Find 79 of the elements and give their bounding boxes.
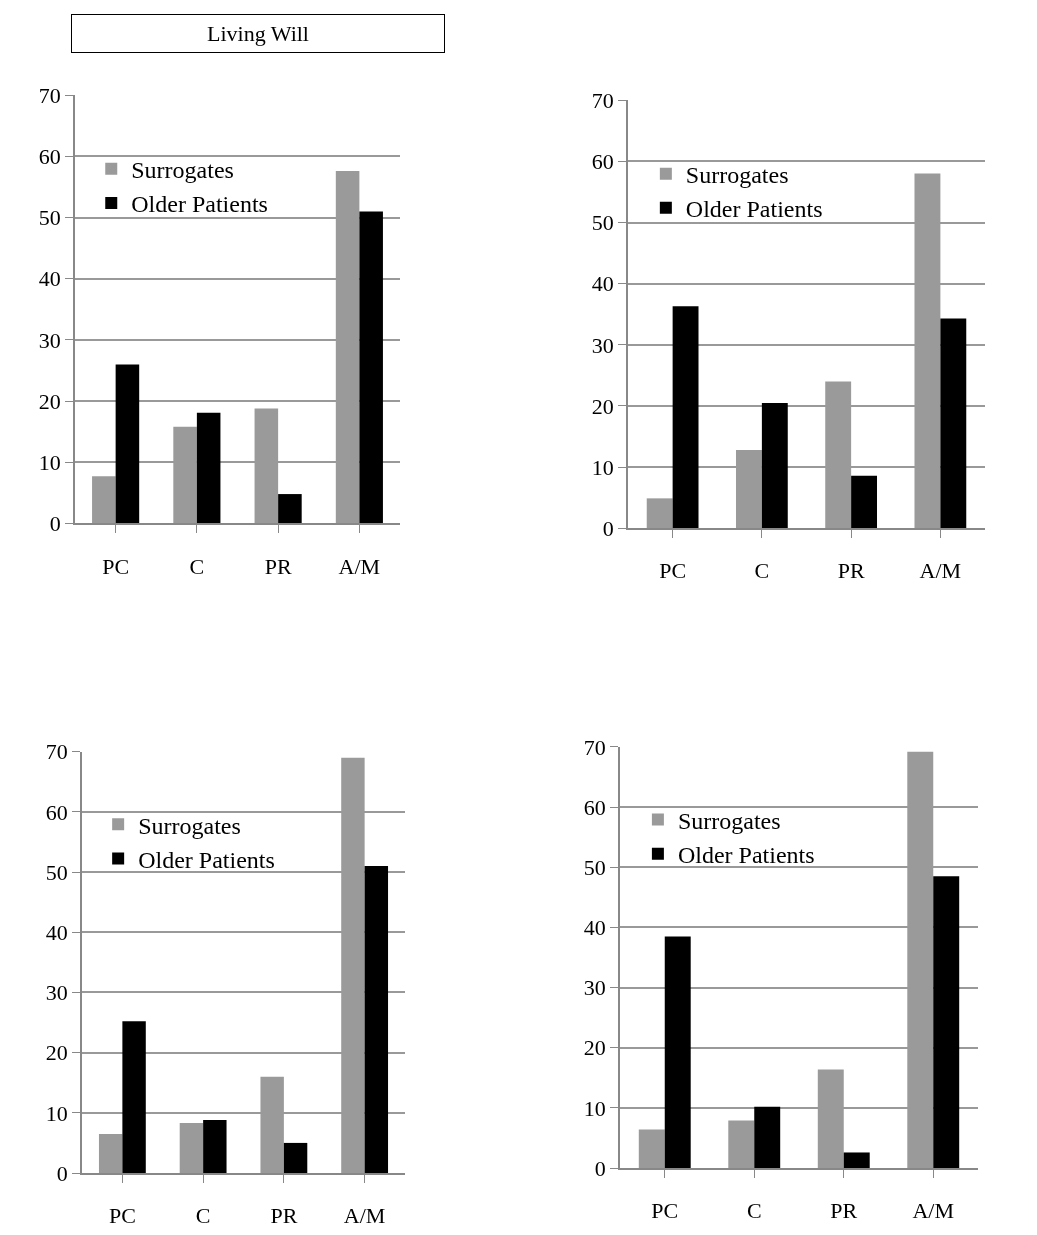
y-tick-label: 40 xyxy=(45,919,68,945)
bar xyxy=(278,494,302,524)
x-tick-label: A/M xyxy=(912,1198,955,1224)
bar xyxy=(283,1142,308,1174)
y-tick-label: 20 xyxy=(591,393,614,419)
x-tick-label: PC xyxy=(651,1198,679,1224)
y-tick-label: 10 xyxy=(591,454,614,480)
x-tick-label: PR xyxy=(264,553,292,579)
x-tick-label: PR xyxy=(837,558,865,584)
x-tick-label: PR xyxy=(270,1203,298,1229)
x-tick-label: PC xyxy=(108,1203,136,1229)
bar xyxy=(203,1120,227,1174)
bar xyxy=(940,318,967,529)
y-tick-label: 70 xyxy=(45,739,68,765)
bar xyxy=(115,364,140,524)
y-tick-label: 20 xyxy=(583,1035,606,1061)
bar xyxy=(359,211,383,524)
y-tick-label: 10 xyxy=(38,449,61,475)
legend-label: Older Patients xyxy=(685,196,823,223)
x-tick-label: C xyxy=(195,1203,211,1229)
x-tick-label: A/M xyxy=(919,558,962,584)
legend-label: Surrogates xyxy=(685,162,789,189)
x-tick-label: C xyxy=(746,1198,762,1224)
legend-label: Surrogates xyxy=(677,807,781,834)
y-tick-label: 10 xyxy=(45,1100,68,1126)
y-tick-label: 30 xyxy=(38,327,61,353)
y-tick-label: 50 xyxy=(591,210,614,236)
y-tick-label: 20 xyxy=(45,1040,68,1066)
y-tick-label: 70 xyxy=(583,734,606,760)
y-tick-label: 60 xyxy=(45,799,68,825)
x-tick-label: A/M xyxy=(338,553,381,579)
bar xyxy=(728,1120,755,1169)
chart-title: Living Will xyxy=(207,21,309,46)
x-tick-label: A/M xyxy=(343,1203,386,1229)
legend-label: Surrogates xyxy=(131,157,234,184)
bar xyxy=(122,1021,146,1174)
y-tick-label: 40 xyxy=(591,271,614,297)
bar xyxy=(761,402,788,529)
bar xyxy=(664,936,691,1169)
y-tick-label: 70 xyxy=(38,82,61,108)
x-tick-label: PC xyxy=(102,553,130,579)
bar xyxy=(179,1123,204,1174)
bar xyxy=(638,1129,665,1169)
y-tick-label: 30 xyxy=(45,980,68,1006)
y-tick-label: 0 xyxy=(56,1160,68,1186)
legend-label: Older Patients xyxy=(677,842,815,869)
bar xyxy=(754,1106,781,1169)
y-tick-label: 20 xyxy=(38,388,61,414)
y-tick-label: 60 xyxy=(38,144,61,170)
bar xyxy=(646,498,673,529)
y-tick-label: 50 xyxy=(38,205,61,231)
bar xyxy=(843,1152,870,1169)
bar xyxy=(196,412,221,524)
y-tick-label: 40 xyxy=(38,266,61,292)
legend-label: Older Patients xyxy=(138,846,275,873)
y-tick-label: 30 xyxy=(591,332,614,358)
legend-label: Surrogates xyxy=(138,812,241,839)
y-tick-label: 10 xyxy=(583,1095,606,1121)
x-tick-label: C xyxy=(189,553,205,579)
y-tick-label: 50 xyxy=(583,854,606,880)
x-tick-label: PR xyxy=(830,1198,858,1224)
y-tick-label: 40 xyxy=(583,915,606,941)
y-tick-label: 0 xyxy=(49,511,61,537)
legend-label: Older Patients xyxy=(131,191,268,218)
bar xyxy=(933,876,960,1169)
y-tick-label: 0 xyxy=(602,516,614,542)
bar xyxy=(851,475,878,529)
y-tick-label: 70 xyxy=(591,87,614,113)
x-tick-label: PC xyxy=(659,558,687,584)
bar xyxy=(98,1133,123,1174)
y-tick-label: 30 xyxy=(583,975,606,1001)
y-tick-label: 60 xyxy=(591,149,614,175)
bar xyxy=(364,866,389,1174)
y-tick-label: 0 xyxy=(594,1155,606,1181)
x-tick-label: C xyxy=(754,558,770,584)
bar xyxy=(92,476,116,524)
bar xyxy=(672,306,699,529)
y-tick-label: 50 xyxy=(45,859,68,885)
y-tick-label: 60 xyxy=(583,794,606,820)
